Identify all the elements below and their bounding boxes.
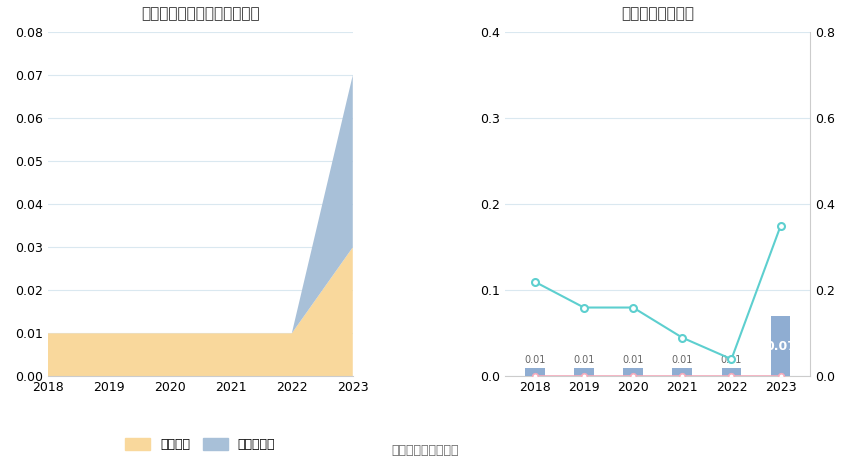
Text: 0.01: 0.01 xyxy=(524,355,546,365)
Text: 0.01: 0.01 xyxy=(573,355,595,365)
Bar xyxy=(574,368,594,376)
Bar xyxy=(525,368,545,376)
Text: 数据来源：恒生聚源: 数据来源：恒生聚源 xyxy=(391,444,459,458)
Bar xyxy=(722,368,741,376)
Text: 0.07: 0.07 xyxy=(765,340,796,353)
Bar xyxy=(623,368,643,376)
Text: 0.01: 0.01 xyxy=(721,355,742,365)
Title: 历年存货变动情况: 历年存货变动情况 xyxy=(621,6,694,21)
Bar xyxy=(771,316,791,376)
Text: 0.01: 0.01 xyxy=(622,355,643,365)
Bar xyxy=(672,368,692,376)
Text: 0.01: 0.01 xyxy=(672,355,693,365)
Legend: 库存商品, 低值易耗品: 库存商品, 低值易耗品 xyxy=(121,433,280,456)
Title: 近年存货变化堆积图（亿元）: 近年存货变化堆积图（亿元） xyxy=(141,6,259,21)
